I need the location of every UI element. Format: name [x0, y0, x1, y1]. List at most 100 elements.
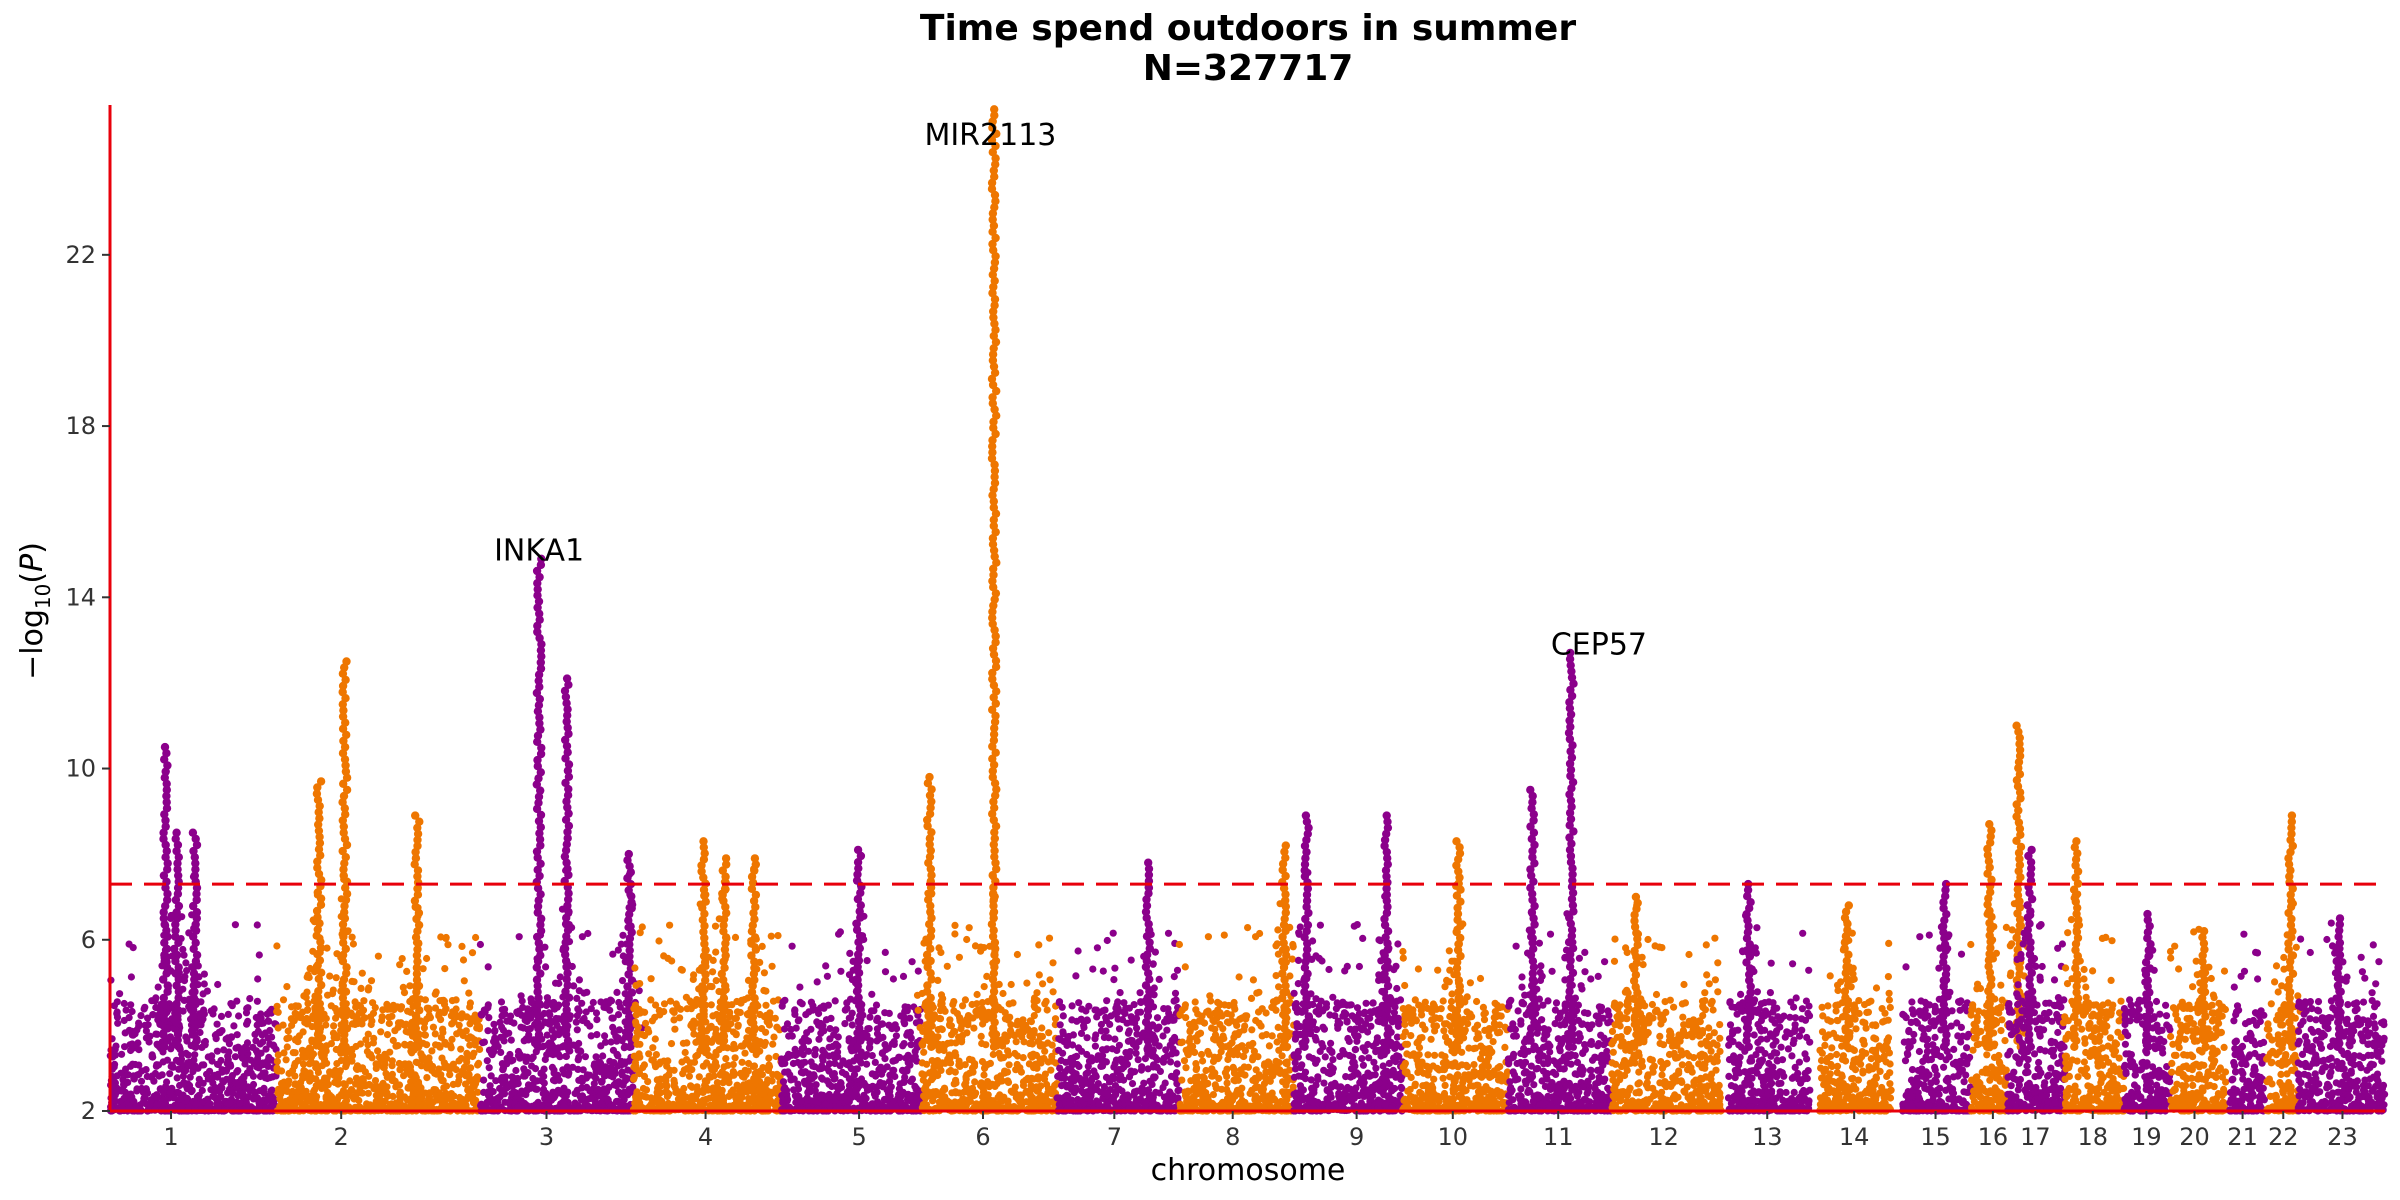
snp-point [162, 804, 172, 813]
snp-point [253, 1057, 261, 1065]
snp-point [448, 1035, 456, 1043]
snp-point [411, 1011, 419, 1019]
snp-point [264, 1017, 272, 1025]
snp-point [789, 1059, 798, 1068]
snp-point [778, 1002, 786, 1010]
snp-point [559, 993, 567, 1001]
snp-point [651, 1035, 659, 1043]
snp-point [225, 1040, 233, 1048]
snp-point [203, 1070, 211, 1078]
snp-point [464, 1092, 472, 1100]
snp-point [340, 1035, 348, 1044]
snp-point [369, 1009, 378, 1017]
snp-point [572, 1018, 580, 1026]
snp-point [472, 933, 480, 942]
snp-point [271, 1096, 279, 1104]
snp-point [613, 988, 621, 997]
snp-point [579, 1066, 587, 1074]
snp-point [174, 973, 182, 981]
snp-point [849, 966, 857, 974]
snp-point [529, 1074, 537, 1083]
snp-point [812, 1081, 820, 1089]
snp-point [863, 957, 871, 965]
snp-point [413, 1059, 421, 1067]
snp-point [163, 1034, 171, 1042]
snp-point [846, 949, 854, 958]
snp-point [147, 1096, 155, 1104]
snp-point [254, 1027, 262, 1035]
snp-point [360, 997, 368, 1005]
snp-point [527, 995, 535, 1003]
snp-point [374, 952, 382, 960]
snp-point [186, 1073, 194, 1081]
snp-point [173, 865, 182, 874]
snp-point [408, 1049, 416, 1057]
snp-point [963, 935, 971, 944]
snp-point [722, 986, 730, 994]
snp-point [159, 975, 168, 984]
snp-point [507, 1081, 515, 1089]
snp-point [640, 1061, 649, 1069]
snp-point [352, 1042, 360, 1051]
snp-point [297, 1083, 305, 1092]
snp-point [866, 1039, 874, 1047]
snp-point [480, 1076, 488, 1084]
snp-point [575, 976, 584, 984]
snp-point [565, 1069, 573, 1077]
snp-point [907, 1041, 915, 1049]
snp-point [951, 930, 959, 938]
snp-point [731, 1014, 739, 1023]
snp-point [377, 1056, 385, 1064]
snp-point [167, 1045, 175, 1053]
snp-point [337, 1056, 345, 1065]
snp-point [300, 1067, 308, 1075]
snp-point [459, 956, 468, 964]
snp-point [240, 1078, 248, 1086]
snp-point [592, 1009, 601, 1017]
snp-point [885, 1009, 893, 1018]
snp-point [303, 1014, 311, 1023]
snp-point [114, 1019, 122, 1027]
snp-point [292, 1093, 300, 1101]
snp-point [716, 1071, 724, 1079]
snp-point [411, 811, 420, 820]
snp-point [142, 1034, 150, 1042]
snp-point [117, 1087, 125, 1095]
snp-point [712, 977, 720, 985]
snp-point [854, 1017, 862, 1025]
snp-point [306, 1096, 314, 1104]
snp-point [309, 1050, 318, 1058]
snp-point [501, 1010, 509, 1018]
snp-point [378, 1013, 386, 1021]
snp-point [214, 980, 222, 989]
snp-point [180, 951, 188, 959]
snp-point [483, 1098, 491, 1106]
snp-point [184, 1103, 192, 1111]
snp-point [127, 1090, 135, 1098]
snp-point [372, 1091, 380, 1099]
snp-point [449, 1080, 457, 1088]
snp-point [436, 1043, 444, 1051]
snp-point [383, 1000, 391, 1009]
snp-point [163, 1078, 171, 1086]
snp-point [152, 1030, 160, 1038]
snp-point [558, 905, 567, 913]
snp-point [329, 986, 337, 994]
snp-point [817, 1064, 826, 1073]
snp-point [476, 940, 484, 949]
snp-point [342, 1049, 350, 1057]
snp-point [842, 1070, 850, 1078]
snp-point [878, 1049, 887, 1057]
snp-point [291, 1072, 299, 1080]
snp-point [363, 1100, 371, 1108]
snp-point [899, 1088, 907, 1096]
snp-point [423, 1074, 431, 1082]
chromosome-1-points [106, 742, 280, 1115]
snp-point [234, 1067, 242, 1075]
snp-point [351, 998, 359, 1006]
snp-point [718, 894, 726, 903]
snp-point [548, 1050, 556, 1058]
snp-point [142, 1100, 150, 1108]
snp-point [891, 1072, 899, 1081]
snp-point [233, 1031, 241, 1039]
